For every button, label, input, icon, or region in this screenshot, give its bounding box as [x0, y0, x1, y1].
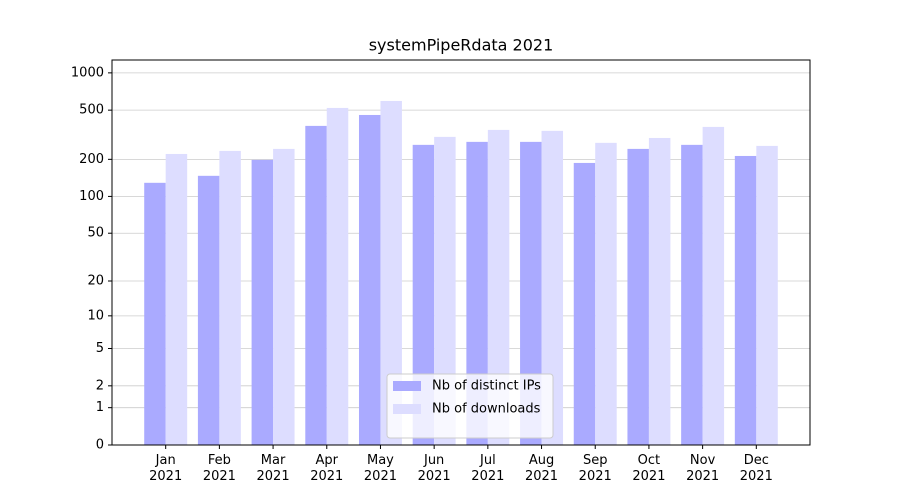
bar — [487, 129, 510, 445]
bar — [573, 162, 596, 445]
y-tick-label: 1000 — [71, 65, 104, 80]
bar — [627, 148, 649, 445]
bar — [595, 142, 617, 445]
y-tick-label: 5 — [96, 341, 104, 356]
legend-box — [386, 373, 554, 439]
bar — [681, 144, 703, 446]
bar — [144, 182, 166, 445]
bar — [197, 175, 220, 445]
axes-frame — [111, 59, 811, 446]
bar — [326, 107, 349, 446]
legend-swatch — [393, 381, 421, 391]
bar — [520, 141, 542, 445]
y-tick-label: 1 — [96, 400, 104, 415]
x-tick-label: Mar 2021 — [256, 453, 290, 484]
x-tick-label: Dec 2021 — [739, 453, 773, 484]
bar — [756, 145, 778, 445]
x-tick-label: Jun 2021 — [417, 453, 451, 484]
legend-label: Nb of distinct IPs — [432, 379, 541, 394]
x-tick-label: Apr 2021 — [310, 453, 344, 484]
x-tick-label: Oct 2021 — [632, 453, 666, 484]
bar — [702, 126, 725, 445]
bar — [251, 159, 274, 445]
bar — [219, 150, 241, 445]
bar — [434, 136, 456, 445]
x-tick-label: Aug 2021 — [524, 453, 559, 484]
x-tick-label: Feb 2021 — [202, 453, 236, 484]
y-tick-label: 50 — [87, 226, 104, 241]
chart-title: systemPipeRdata 2021 — [369, 36, 554, 55]
y-tick-label: 20 — [87, 274, 104, 289]
x-tick-label: Nov 2021 — [686, 453, 720, 484]
y-tick-label: 2 — [96, 378, 104, 393]
x-tick-label: Sep 2021 — [578, 453, 612, 484]
y-tick-label: 200 — [79, 152, 104, 167]
bar — [734, 155, 757, 445]
x-tick-label: Jul 2021 — [471, 453, 505, 484]
bar — [358, 114, 381, 445]
x-tick-label: Jan 2021 — [149, 453, 183, 484]
bar — [165, 153, 188, 446]
legend-label: Nb of downloads — [432, 402, 541, 417]
bar — [466, 141, 488, 445]
y-tick-label: 10 — [87, 308, 104, 323]
y-tick-label: 0 — [96, 438, 104, 453]
legend: Nb of distinct IPs Nb of downloads — [386, 373, 554, 439]
legend-swatch — [393, 404, 421, 414]
bar — [541, 130, 564, 445]
bar — [305, 125, 327, 446]
bar — [380, 100, 402, 445]
y-tick-label: 500 — [79, 103, 104, 118]
bar — [412, 144, 435, 446]
y-tick-label: 100 — [79, 189, 104, 204]
bar — [648, 137, 671, 445]
bar — [273, 148, 295, 445]
x-tick-label: May 2021 — [363, 453, 397, 484]
